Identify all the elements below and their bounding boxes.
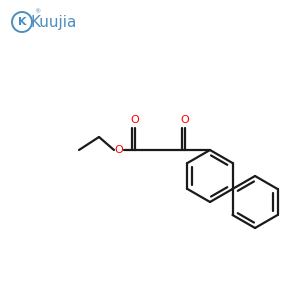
Text: ®: ® xyxy=(34,10,40,14)
Text: O: O xyxy=(115,145,123,155)
Text: K: K xyxy=(18,17,26,27)
Text: O: O xyxy=(181,115,189,125)
Text: Kuujia: Kuujia xyxy=(31,14,77,29)
Text: O: O xyxy=(130,115,140,125)
